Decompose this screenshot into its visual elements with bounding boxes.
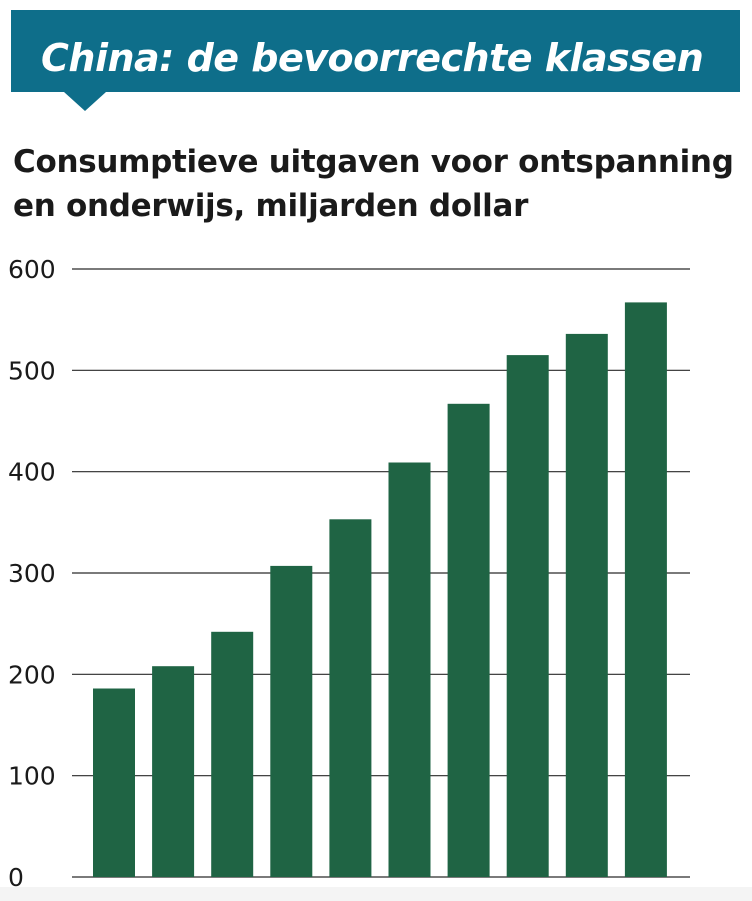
page-title: China: de bevoorrechte klassen bbox=[41, 36, 704, 80]
y-tick-label: 600 bbox=[8, 255, 56, 284]
bar bbox=[329, 519, 372, 877]
y-tick-label: 400 bbox=[8, 458, 56, 487]
y-tick-label: 100 bbox=[8, 762, 56, 791]
bars bbox=[93, 302, 667, 878]
bar bbox=[388, 462, 431, 877]
bar-chart: 0 100 200 300 400 500 600 bbox=[8, 255, 690, 892]
title-banner: China: de bevoorrechte klassen bbox=[11, 10, 740, 92]
y-tick-label: 500 bbox=[8, 356, 56, 385]
bar bbox=[93, 688, 135, 877]
bar bbox=[152, 666, 195, 877]
y-tick-label: 200 bbox=[8, 660, 56, 689]
y-axis-tick-labels: 0 100 200 300 400 500 600 bbox=[8, 255, 56, 892]
bar bbox=[211, 631, 254, 877]
bar bbox=[270, 565, 313, 877]
bar bbox=[624, 302, 667, 877]
bottom-edge bbox=[0, 887, 752, 901]
bar bbox=[506, 355, 549, 878]
chart-title: Consumptieve uitgaven voor ontspanning e… bbox=[13, 144, 734, 224]
title-banner-pointer bbox=[64, 92, 106, 111]
y-tick-label: 300 bbox=[8, 559, 56, 588]
bar bbox=[565, 333, 608, 877]
y-tick-label: 0 bbox=[8, 863, 24, 892]
bar bbox=[447, 403, 490, 877]
